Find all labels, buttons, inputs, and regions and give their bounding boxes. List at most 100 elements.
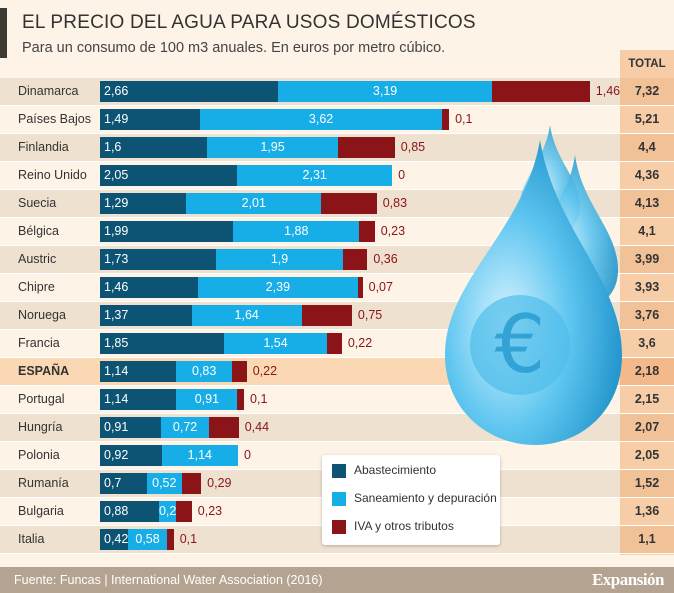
country-label: Noruega xyxy=(18,308,66,322)
bar-segment-iva xyxy=(491,81,590,102)
total-value: 2,15 xyxy=(634,392,660,406)
legend-label: Saneamiento y depuración xyxy=(354,491,497,505)
bar-segment-iva xyxy=(359,221,375,242)
bar-segment-iva xyxy=(209,417,239,438)
value-label: 2,31 xyxy=(302,168,327,182)
bar-segment-iva xyxy=(321,193,377,214)
value-label: 2,05 xyxy=(104,168,129,182)
total-value: 7,32 xyxy=(634,84,660,98)
country-label: Suecia xyxy=(18,196,57,210)
bar-segment-iva xyxy=(343,249,368,270)
bar-segment-iva xyxy=(442,109,450,130)
value-label-iva: 0,07 xyxy=(368,280,393,294)
value-label: 0,7 xyxy=(104,476,122,490)
value-label: 2,66 xyxy=(104,84,129,98)
country-label: Reino Unido xyxy=(18,168,87,182)
bar-segment-iva xyxy=(301,305,352,326)
total-value: 2,07 xyxy=(634,420,660,434)
value-label: 1,14 xyxy=(187,448,212,462)
total-value: 2,05 xyxy=(634,448,660,462)
bar-row: Países Bajos 1,49 3,62 0,1 5,21 xyxy=(0,106,674,134)
value-label: 1,14 xyxy=(104,364,129,378)
value-label-iva: 0,44 xyxy=(244,420,270,434)
footer: Fuente: Funcas | International Water Ass… xyxy=(0,567,674,593)
expansion-logo: Expansión xyxy=(591,570,665,589)
country-label: ESPAÑA xyxy=(18,364,70,378)
total-cell xyxy=(620,218,674,245)
country-label: Austric xyxy=(18,252,57,266)
value-label: 1,99 xyxy=(104,224,129,238)
value-label-iva: 0,23 xyxy=(197,504,223,518)
bar-segment-iva xyxy=(167,529,174,550)
legend-label: IVA y otros tributos xyxy=(354,519,454,533)
country-label: Francia xyxy=(18,336,60,350)
country-label: Polonia xyxy=(18,448,60,462)
total-value: 2,18 xyxy=(634,364,660,378)
chart-title: EL PRECIO DEL AGUA PARA USOS DOMÉSTICOS xyxy=(22,12,476,33)
total-value: 3,99 xyxy=(634,252,660,266)
value-label: 0,42 xyxy=(104,532,129,546)
legend-item-iva: IVA y otros tributos xyxy=(332,519,454,534)
bar-segment-saneamiento: 0,72 xyxy=(160,417,210,438)
legend-swatch xyxy=(332,519,346,534)
bar-segment-saneamiento: 3,62 xyxy=(199,109,443,130)
value-label: 0,92 xyxy=(104,448,129,462)
total-cell xyxy=(620,274,674,301)
legend-swatch xyxy=(332,491,346,506)
bar-segment-abastecimiento: 1,14 xyxy=(100,389,177,410)
value-label-iva: 0,23 xyxy=(380,224,406,238)
total-cell xyxy=(620,246,674,273)
value-label: 1,49 xyxy=(104,112,129,126)
country-label: Países Bajos xyxy=(18,112,91,126)
value-label-iva: 0,83 xyxy=(382,196,408,210)
bar-segment-abastecimiento: 1,14 xyxy=(100,361,177,382)
bar-segment-saneamiento: 0,91 xyxy=(176,389,238,410)
value-label-iva: 1,46 xyxy=(595,84,621,98)
value-label: 1,29 xyxy=(104,196,129,210)
total-header: TOTAL xyxy=(628,58,666,70)
value-label-iva: 0 xyxy=(244,448,251,462)
value-label: 1,85 xyxy=(104,336,129,350)
bar-segment-iva xyxy=(181,473,202,494)
bar-segment-abastecimiento: 0,7 xyxy=(100,473,147,494)
total-value: 1,36 xyxy=(634,504,660,518)
title-accent-bar xyxy=(0,8,7,58)
total-value: 4,13 xyxy=(634,196,660,210)
bar-segment-saneamiento: 3,19 xyxy=(278,81,492,102)
total-cell xyxy=(620,526,674,553)
bar-segment-abastecimiento: 1,6 xyxy=(100,137,208,158)
legend-item-saneamiento: Saneamiento y depuración xyxy=(332,491,497,506)
total-value: 5,21 xyxy=(634,112,660,126)
total-cell xyxy=(620,470,674,497)
value-label: 0,58 xyxy=(135,532,160,546)
value-label-iva: 0 xyxy=(398,168,406,182)
bar-segment-saneamiento: 2,39 xyxy=(197,277,358,298)
total-cell xyxy=(620,106,674,133)
total-value: 3,76 xyxy=(634,308,660,322)
total-cell xyxy=(620,78,674,105)
bar-segment-iva xyxy=(327,333,342,354)
bar-segment-saneamiento: 1,64 xyxy=(191,305,302,326)
value-label-iva: 0,85 xyxy=(400,140,426,154)
total-cell xyxy=(620,330,674,357)
value-label: 2,01 xyxy=(241,196,266,210)
total-value: 1,1 xyxy=(638,532,656,546)
legend-item-abastecimiento: Abastecimiento xyxy=(332,463,436,478)
total-cell xyxy=(620,358,674,385)
total-cell xyxy=(620,414,674,441)
total-value: 1,52 xyxy=(634,476,660,490)
country-label: Italia xyxy=(18,532,45,546)
value-label: 0,91 xyxy=(194,392,220,406)
value-label: 1,6 xyxy=(104,140,122,154)
country-label: Hungría xyxy=(18,420,63,434)
bar-segment-saneamiento: 1,95 xyxy=(207,137,338,158)
value-label: 1,37 xyxy=(104,308,129,322)
bar-segment-saneamiento: 1,14 xyxy=(161,445,238,466)
total-value: 4,36 xyxy=(634,168,660,182)
source-note: Fuente: Funcas | International Water Ass… xyxy=(14,573,323,587)
value-label: 0,88 xyxy=(104,504,129,518)
bar-segment-abastecimiento: 2,05 xyxy=(100,165,238,186)
total-cell xyxy=(620,386,674,413)
total-cell xyxy=(620,442,674,469)
bar-segment-saneamiento: 0,83 xyxy=(176,361,232,382)
